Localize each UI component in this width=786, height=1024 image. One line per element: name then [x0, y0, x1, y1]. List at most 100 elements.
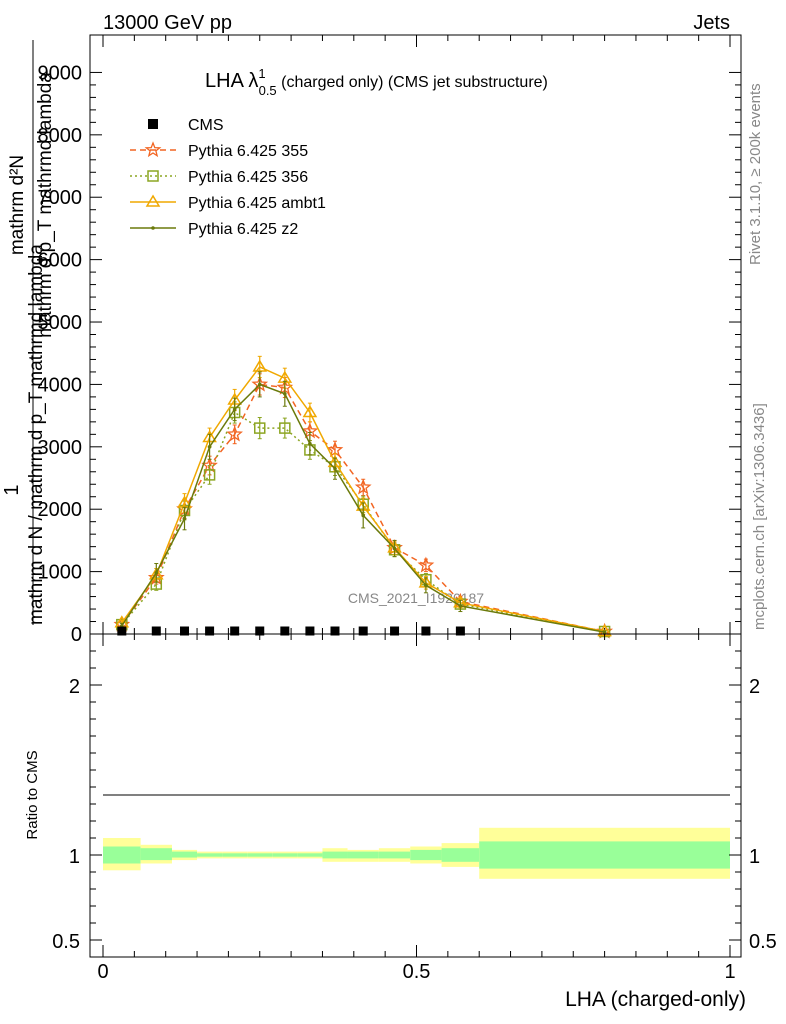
y-tick-label: 0 [71, 624, 82, 646]
header-left: 13000 GeV pp [103, 12, 232, 34]
data-point [302, 405, 318, 418]
y-tick-label: 4000 [38, 374, 83, 396]
y-tick-label: 1000 [38, 562, 83, 584]
data-point [182, 516, 187, 521]
ratio-band-inner [247, 853, 273, 857]
ratio-band-inner [297, 853, 323, 857]
data-point [207, 445, 212, 449]
y-tick-label: 3000 [38, 437, 83, 459]
ratio-plot-frame [89, 633, 742, 958]
x-tick-label: 0 [97, 961, 108, 983]
chart-title: LHA λ1 0.5 (charged only) (CMS jet substr… [205, 66, 548, 98]
y-tick-label: 6000 [38, 250, 83, 272]
legend: CMS Pythia 6.425 355 Pythia 6.425 356 Pythi… [130, 117, 326, 238]
data-point [154, 571, 159, 575]
ratio-band-inner [479, 841, 730, 869]
y-axis-frac-den: mathrm d p_T mathrmd lambda [35, 72, 56, 338]
cms-data-point [390, 626, 400, 636]
chart-title-main: LHA λ [205, 70, 258, 92]
data-point [283, 391, 287, 396]
data-point [392, 546, 397, 551]
chart-title-rest: (charged only) (CMS jet substructure) [277, 74, 548, 91]
header-right: Jets [693, 12, 730, 34]
data-point [257, 382, 262, 387]
ratio-y-tick-label-right: 2 [749, 676, 760, 698]
data-point [226, 425, 243, 442]
ratio-y-ticks: 0.5 0.5 1 1 2 2 [52, 650, 777, 953]
data-point [254, 422, 266, 434]
ratio-x-ticks: 0 0.5 1 [97, 634, 736, 983]
cms-data-point [305, 626, 315, 636]
x-tick-label: 1 [724, 961, 735, 983]
data-point [417, 556, 435, 573]
chart-title-sup: 1 [258, 66, 265, 81]
chart-title-sub: 0.5 [259, 83, 277, 98]
rivet-label: Rivet 3.1.10, ≥ 200k events [747, 83, 764, 265]
legend-marker [151, 226, 155, 230]
data-point [602, 630, 607, 634]
legend-marker [147, 170, 159, 182]
data-point [326, 441, 344, 458]
y-axis-label: 1 mathrm d N / mathrm d p_T mathrmd lamb… [1, 40, 56, 625]
legend-label: CMS [188, 117, 224, 134]
ratio-band-inner [272, 853, 298, 857]
legend-label: Pythia 6.425 ambt1 [188, 195, 326, 212]
ratio-band-inner [171, 851, 198, 858]
series-line [121, 366, 605, 633]
series-line [121, 383, 605, 633]
cms-layer [117, 626, 465, 636]
ratio-y-tick-label-left: 2 [69, 676, 80, 698]
y-tick-label: 8000 [38, 125, 83, 147]
legend-label: Pythia 6.425 355 [188, 143, 308, 160]
y-tick-label: 2000 [38, 499, 83, 521]
legend-marker [148, 119, 158, 129]
data-point [203, 469, 216, 481]
watermark: CMS_2021_I1920187 [348, 590, 484, 606]
legend-label: Pythia 6.425 356 [188, 169, 308, 186]
cms-data-point [255, 626, 265, 636]
ratio-y-tick-label-right: 1 [749, 846, 760, 868]
legend-marker [144, 141, 162, 158]
ratio-band-inner [347, 851, 379, 859]
legend-label: Pythia 6.425 z2 [188, 221, 298, 238]
mcplots-label: mcplots.cern.ch [arXiv:1306.3436] [751, 403, 768, 630]
ratio-bands [103, 827, 730, 879]
data-point [458, 604, 463, 608]
cms-data-point [358, 626, 368, 636]
cms-data-point [151, 626, 161, 636]
cms-data-point [205, 626, 215, 636]
ratio-y-tick-label-left: 1 [69, 846, 80, 868]
cms-data-point [280, 626, 290, 636]
cms-data-point [455, 626, 465, 636]
x-axis-label: LHA (charged-only) [565, 988, 746, 1011]
data-point [354, 478, 372, 495]
legend-marker [145, 194, 161, 207]
data-point [333, 466, 337, 471]
cms-data-point [421, 626, 431, 636]
data-point [424, 583, 428, 588]
ratio-band-inner [222, 853, 248, 857]
ratio-band-inner [441, 848, 480, 862]
main-y-ticks: 0 1000 2000 3000 4000 5000 6000 7000 8000 9000 [38, 62, 741, 646]
cms-data-point [330, 626, 340, 636]
ratio-band-inner [378, 851, 411, 859]
ratio-band-inner [103, 846, 141, 864]
y-axis-frac-num: mathrm d²N [7, 155, 28, 255]
y-tick-label: 5000 [38, 312, 83, 334]
y-tick-label: 7000 [38, 187, 83, 209]
data-point [232, 407, 237, 412]
ratio-band-inner [197, 853, 223, 857]
ratio-y-axis-label: Ratio to CMS [24, 750, 41, 839]
data-point [252, 359, 268, 372]
y-axis-label-bottom: mathrm d N / mathrm d p_T mathrmd lambda [26, 244, 47, 625]
cms-data-point [180, 626, 190, 636]
cms-data-point [230, 626, 240, 636]
x-tick-label: 0.5 [403, 961, 431, 983]
y-tick-label: 9000 [38, 62, 83, 84]
ratio-band-inner [140, 848, 172, 861]
main-x-ticks [102, 35, 731, 634]
series-line [121, 383, 605, 633]
data-point [361, 513, 366, 518]
ratio-y-tick-label-left: 0.5 [52, 931, 80, 953]
